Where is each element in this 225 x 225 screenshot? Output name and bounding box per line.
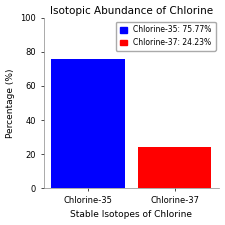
- Legend: Chlorine-35: 75.77%, Chlorine-37: 24.23%: Chlorine-35: 75.77%, Chlorine-37: 24.23%: [116, 22, 216, 51]
- X-axis label: Stable Isotopes of Chlorine: Stable Isotopes of Chlorine: [70, 210, 192, 219]
- Bar: [138, 147, 212, 188]
- Y-axis label: Percentage (%): Percentage (%): [6, 68, 15, 138]
- Bar: [52, 59, 125, 188]
- Title: Isotopic Abundance of Chlorine: Isotopic Abundance of Chlorine: [50, 6, 213, 16]
